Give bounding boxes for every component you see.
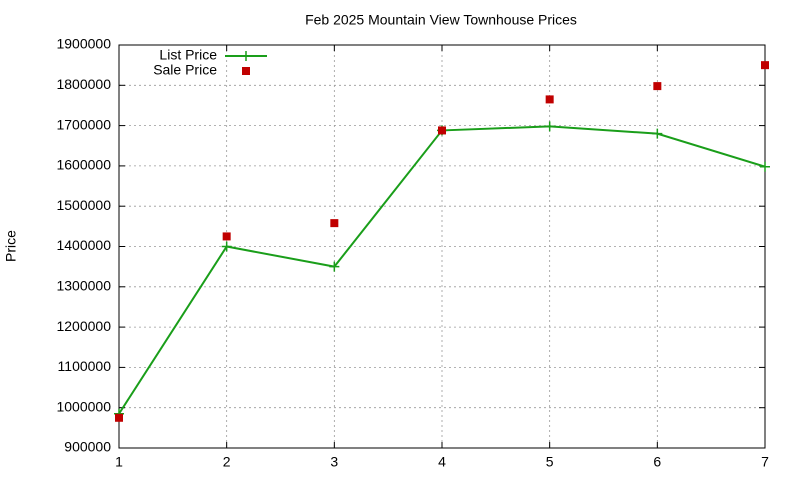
chart-title: Feb 2025 Mountain View Townhouse Prices xyxy=(305,12,577,28)
point-marker xyxy=(330,219,339,228)
legend-label: Sale Price xyxy=(153,62,217,78)
point-marker xyxy=(329,261,340,272)
x-tick-label: 4 xyxy=(438,454,446,470)
legend-marker xyxy=(241,51,251,61)
x-tick-label: 7 xyxy=(761,454,769,470)
y-tick-label: 1300000 xyxy=(56,278,111,294)
y-tick-label: 1000000 xyxy=(56,398,111,414)
y-axis-label: Price xyxy=(3,230,19,262)
point-marker xyxy=(222,232,231,241)
y-tick-label: 1600000 xyxy=(56,157,111,173)
y-tick-label: 1100000 xyxy=(58,358,112,374)
plot-border xyxy=(118,44,766,449)
legend-marker xyxy=(242,67,250,75)
point-marker xyxy=(760,161,770,172)
y-tick-label: 1900000 xyxy=(56,36,111,52)
x-tick-label: 2 xyxy=(223,454,231,470)
y-tick-label: 1400000 xyxy=(56,237,111,253)
y-tick-label: 1200000 xyxy=(56,318,111,334)
point-marker xyxy=(652,128,663,139)
x-tick-label: 3 xyxy=(330,454,338,470)
point-marker xyxy=(438,126,446,135)
legend-label: List Price xyxy=(159,47,217,63)
y-tick-label: 1700000 xyxy=(56,116,111,132)
point-marker xyxy=(761,61,769,70)
y-tick-label: 900000 xyxy=(64,439,111,455)
point-marker xyxy=(545,95,554,104)
point-marker xyxy=(544,121,555,132)
y-tick-label: 1500000 xyxy=(56,197,111,213)
x-tick-label: 1 xyxy=(115,454,123,470)
x-tick-label: 5 xyxy=(546,454,554,470)
x-tick-label: 6 xyxy=(653,454,661,470)
point-marker xyxy=(221,241,232,252)
point-marker xyxy=(115,413,123,422)
point-marker xyxy=(653,82,662,91)
y-tick-label: 1800000 xyxy=(56,76,111,92)
